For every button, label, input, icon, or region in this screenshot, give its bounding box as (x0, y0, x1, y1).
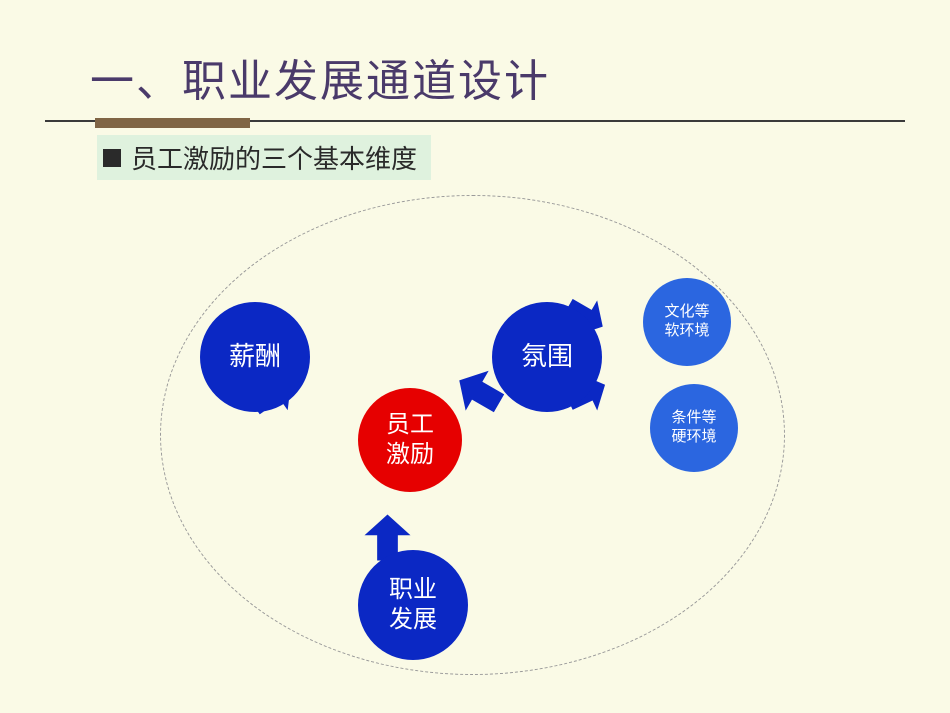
rule-accent (95, 118, 250, 128)
node-hard: 条件等 硬环境 (650, 384, 738, 472)
node-career: 职业 发展 (358, 550, 468, 660)
node-center: 员工 激励 (358, 388, 462, 492)
node-salary: 薪酬 (200, 302, 310, 412)
node-atmos: 氛围 (492, 302, 602, 412)
page-title: 一、职业发展通道设计 (90, 45, 550, 109)
node-soft: 文化等 软环境 (643, 278, 731, 366)
subtitle-text: 员工激励的三个基本维度 (131, 139, 417, 176)
subtitle-box: 员工激励的三个基本维度 (97, 135, 431, 180)
bullet-square-icon (103, 149, 121, 167)
